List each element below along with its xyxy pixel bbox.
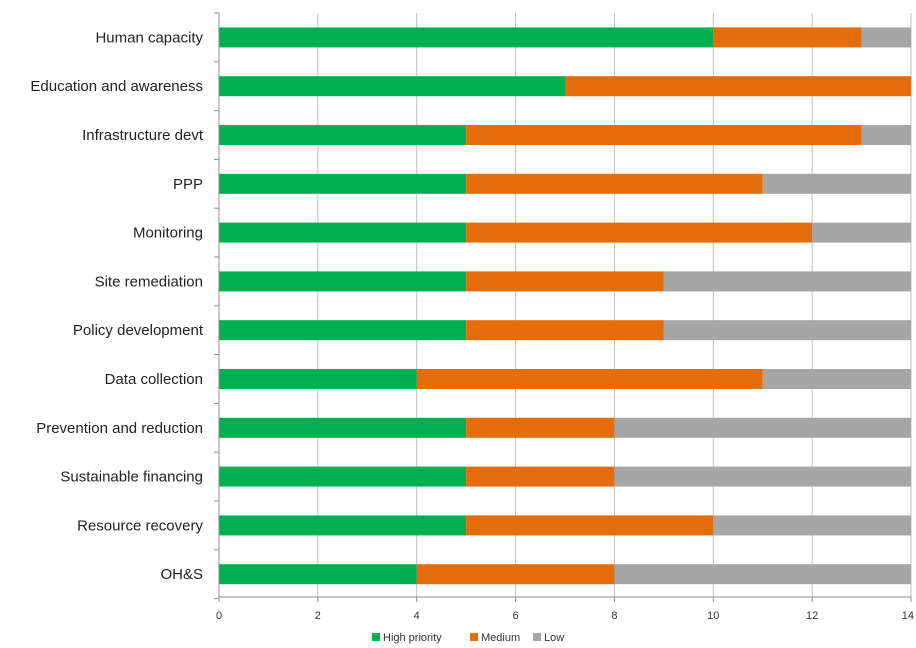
legend-label-high-priority: High priority [383, 632, 442, 644]
bar-medium-3 [466, 173, 763, 194]
category-label-8: Prevention and reduction [36, 420, 203, 437]
bar-low-3 [762, 173, 911, 194]
bar-low-8 [614, 417, 911, 438]
legend-label-low: Low [544, 632, 564, 644]
x-tick-label-2: 4 [414, 610, 420, 622]
x-tick-label-5: 10 [707, 610, 719, 622]
bar-low-6 [663, 320, 911, 341]
category-label-2: Infrastructure devt [82, 127, 204, 144]
bar-high-priority-0 [219, 27, 714, 48]
category-label-3: PPP [173, 176, 203, 193]
category-label-4: Monitoring [133, 225, 203, 242]
category-label-10: Resource recovery [77, 517, 203, 534]
x-tick-label-1: 2 [315, 610, 321, 622]
x-tick-label-6: 12 [806, 610, 818, 622]
bar-high-priority-11 [219, 564, 417, 585]
legend-swatch-medium [470, 633, 478, 641]
bar-low-11 [614, 564, 911, 585]
bar-high-priority-6 [219, 320, 467, 341]
bar-medium-11 [416, 564, 615, 585]
legend-swatch-low [533, 633, 541, 641]
bar-medium-6 [466, 320, 664, 341]
x-tick-label-3: 6 [513, 610, 519, 622]
bar-low-2 [861, 125, 911, 145]
category-label-5: Site remediation [95, 273, 203, 290]
category-label-7: Data collection [105, 371, 203, 388]
bar-low-7 [762, 369, 911, 389]
category-label-0: Human capacity [95, 29, 203, 46]
bar-medium-4 [466, 222, 813, 243]
bar-low-0 [861, 27, 911, 48]
bar-high-priority-3 [219, 173, 467, 194]
category-label-11: OH&S [160, 566, 203, 583]
bar-high-priority-9 [219, 466, 467, 487]
category-label-9: Sustainable financing [60, 469, 203, 486]
bar-medium-2 [466, 125, 862, 145]
x-tick-label-4: 8 [611, 610, 617, 622]
legend-swatch-high-priority [372, 633, 380, 641]
bar-low-4 [812, 222, 911, 243]
bar-high-priority-8 [219, 417, 467, 438]
bar-medium-8 [466, 417, 615, 438]
bar-high-priority-2 [219, 125, 467, 145]
category-label-6: Policy development [73, 322, 204, 339]
bar-high-priority-4 [219, 222, 467, 243]
bar-medium-7 [416, 369, 763, 389]
bar-medium-9 [466, 466, 615, 487]
bar-medium-5 [466, 271, 664, 292]
bar-high-priority-5 [219, 271, 467, 292]
legend-label-medium: Medium [481, 632, 520, 644]
bar-medium-1 [565, 76, 911, 97]
bar-low-10 [713, 515, 911, 536]
x-tick-label-0: 0 [216, 610, 222, 622]
bar-medium-10 [466, 515, 714, 536]
x-tick-label-7: 14 [902, 610, 914, 622]
bar-low-5 [663, 271, 911, 292]
category-label-1: Education and awareness [30, 78, 203, 95]
bar-high-priority-1 [219, 76, 565, 97]
bar-high-priority-10 [219, 515, 467, 536]
bar-high-priority-7 [219, 369, 417, 389]
bar-medium-0 [713, 27, 862, 48]
bar-low-9 [614, 466, 911, 487]
